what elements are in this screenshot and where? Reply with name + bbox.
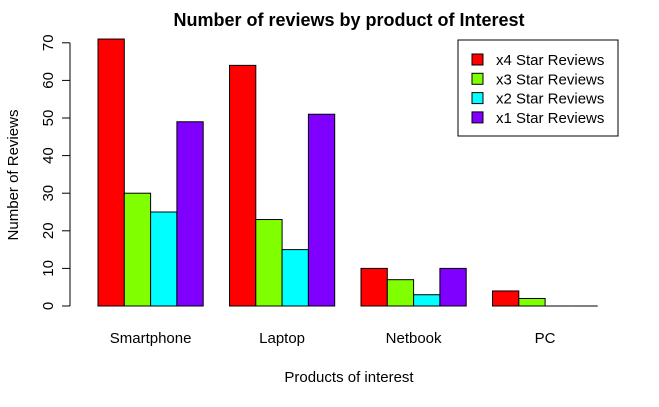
bar xyxy=(307,113,336,307)
x-tick-label: PC xyxy=(535,330,556,347)
bar xyxy=(176,121,204,307)
legend-label: x1 Star Reviews xyxy=(496,110,604,127)
y-tick-label: 60 xyxy=(40,72,57,89)
x-axis-label: Products of interest xyxy=(284,369,414,386)
bar xyxy=(281,249,309,307)
legend-swatch xyxy=(471,72,484,85)
y-tick-label: 50 xyxy=(40,110,57,127)
y-tick-label: 20 xyxy=(40,222,57,239)
y-tick-label: 70 xyxy=(40,34,57,51)
bar xyxy=(229,64,257,307)
x-tick-label: Netbook xyxy=(386,330,442,347)
y-tick-label: 10 xyxy=(40,260,57,277)
legend-swatch xyxy=(471,53,484,66)
bar xyxy=(150,211,178,307)
bar xyxy=(439,267,467,307)
bars xyxy=(97,38,598,307)
y-tick-label: 40 xyxy=(40,147,57,164)
legend-label: x2 Star Reviews xyxy=(496,91,604,108)
category-labels: Smartphone Laptop Netbook PC xyxy=(110,330,556,347)
bar xyxy=(123,192,152,307)
bar xyxy=(97,38,125,307)
y-tick-label: 0 xyxy=(40,302,57,310)
x-tick-label: Laptop xyxy=(259,330,305,347)
bar xyxy=(255,219,283,307)
bar xyxy=(386,279,415,307)
legend-swatch xyxy=(471,92,484,105)
legend-label: x4 Star Reviews xyxy=(496,52,604,69)
y-axis-label: Number of Reviews xyxy=(5,110,22,241)
bar xyxy=(492,290,520,307)
y-tick-label: 30 xyxy=(40,185,57,202)
bar xyxy=(518,297,546,307)
x-tick-label: Smartphone xyxy=(110,330,192,347)
bar xyxy=(413,294,441,307)
legend-box xyxy=(457,39,619,137)
chart-title: Number of reviews by product of Interest xyxy=(173,10,524,30)
legend: x4 Star Reviews x3 Star Reviews x2 Star Re… xyxy=(457,39,619,137)
legend-label: x3 Star Reviews xyxy=(496,71,604,88)
bar xyxy=(360,267,388,307)
legend-swatch xyxy=(471,111,484,124)
y-axis: 0 10 20 30 40 50 60 70 xyxy=(40,34,71,310)
